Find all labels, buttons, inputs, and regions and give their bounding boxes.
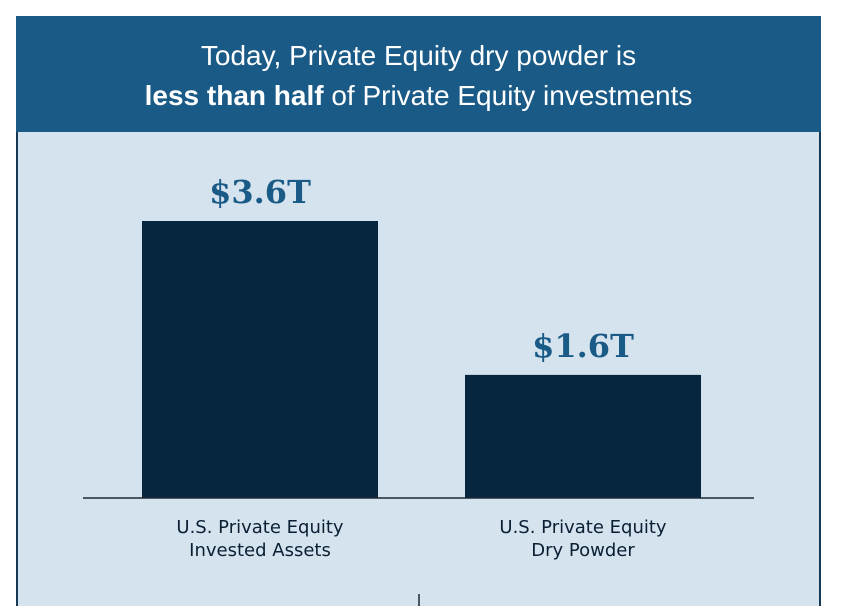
header-line-2: less than half of Private Equity investm… — [16, 76, 821, 116]
bar-value-label-2: $1.6T — [532, 327, 634, 365]
bar-1 — [142, 221, 378, 498]
category-label-2-line-2: Dry Powder — [531, 540, 635, 561]
header-line-1: Today, Private Equity dry powder is — [200, 40, 637, 71]
chart-header: Today, Private Equity dry powder is less… — [16, 16, 821, 132]
bar-value-label-1: $3.6T — [209, 173, 311, 211]
header-line-2-rest: of Private Equity investments — [323, 80, 693, 111]
category-label-1-line-1: U.S. Private Equity — [176, 517, 344, 538]
category-label-2-line-1: U.S. Private Equity — [499, 517, 667, 538]
category-label-1-line-2: Invested Assets — [189, 540, 331, 561]
bar-2 — [465, 374, 701, 498]
header-emphasis: less than half — [144, 80, 324, 111]
